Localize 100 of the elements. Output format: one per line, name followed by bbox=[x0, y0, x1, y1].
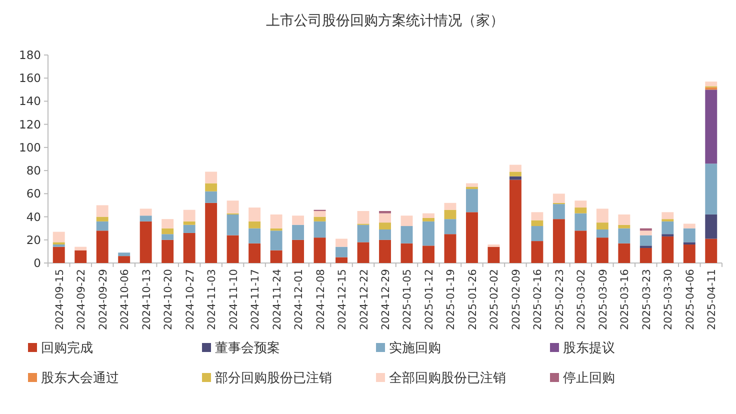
bar bbox=[183, 232, 196, 263]
bar bbox=[270, 230, 282, 250]
bar bbox=[226, 235, 239, 263]
bar bbox=[683, 228, 696, 242]
bar bbox=[226, 200, 239, 214]
x-tick-label: 2025-04-06 bbox=[684, 268, 696, 330]
bar bbox=[618, 228, 630, 244]
bar bbox=[379, 213, 391, 223]
bar bbox=[357, 242, 370, 263]
bar bbox=[422, 213, 434, 218]
bar bbox=[74, 246, 87, 250]
x-tick-label: 2024-10-06 bbox=[119, 268, 132, 330]
x-tick-label: 2024-12-08 bbox=[314, 269, 327, 330]
bar bbox=[292, 240, 304, 263]
legend-label: 停止回购 bbox=[563, 371, 615, 386]
x-tick-label: 2025-02-09 bbox=[510, 269, 522, 330]
x-tick-label: 2025-01-26 bbox=[466, 268, 479, 330]
legend-label: 股东提议 bbox=[563, 341, 615, 356]
x-tick-label: 2025-03-30 bbox=[662, 269, 675, 330]
y-tick-label: 160 bbox=[19, 71, 41, 86]
bar bbox=[248, 221, 261, 228]
bar bbox=[509, 164, 522, 172]
y-tick-label: 180 bbox=[19, 48, 41, 62]
x-tick-label: 2025-03-23 bbox=[640, 269, 653, 330]
bar bbox=[314, 211, 326, 217]
bar bbox=[705, 238, 718, 263]
bar bbox=[314, 238, 326, 263]
bar bbox=[140, 208, 152, 216]
bar bbox=[531, 220, 544, 226]
y-tick-label: 80 bbox=[26, 164, 41, 178]
x-tick-label: 2025-03-09 bbox=[597, 269, 610, 330]
bar bbox=[292, 216, 304, 225]
bar bbox=[400, 216, 413, 226]
bar bbox=[162, 219, 174, 228]
bar bbox=[357, 224, 370, 242]
bar bbox=[52, 242, 65, 245]
bar bbox=[205, 191, 218, 203]
x-tick-label: 2025-01-05 bbox=[402, 269, 414, 330]
legend-label: 全部回购股份已注销 bbox=[389, 371, 506, 386]
bar bbox=[183, 221, 196, 225]
bar bbox=[205, 183, 218, 192]
bar bbox=[205, 202, 218, 263]
x-tick-label: 2025-02-16 bbox=[532, 268, 544, 330]
bar bbox=[183, 210, 196, 222]
x-tick-label: 2025-01-19 bbox=[445, 269, 458, 330]
legend-label: 董事会预案 bbox=[215, 340, 280, 356]
bar bbox=[118, 256, 130, 263]
bar bbox=[248, 228, 261, 244]
bar bbox=[270, 250, 282, 263]
bar bbox=[574, 230, 587, 263]
bar bbox=[379, 229, 391, 240]
bar bbox=[596, 208, 608, 223]
x-tick-label: 2024-11-10 bbox=[228, 269, 240, 330]
bar bbox=[466, 186, 478, 190]
x-tick-label: 2024-12-22 bbox=[358, 269, 370, 330]
bar bbox=[336, 257, 348, 263]
bar bbox=[509, 176, 522, 180]
bar bbox=[683, 244, 696, 263]
bar bbox=[596, 229, 608, 238]
x-tick-label: 2025-01-12 bbox=[423, 269, 436, 330]
bar bbox=[314, 221, 326, 238]
x-tick-label: 2025-03-02 bbox=[576, 269, 588, 330]
legend-label: 部分回购股份已注销 bbox=[215, 371, 332, 386]
x-tick-label: 2025-02-23 bbox=[554, 269, 566, 330]
bar bbox=[705, 214, 718, 239]
x-tick-label: 2024-12-15 bbox=[336, 269, 349, 330]
bar bbox=[531, 241, 544, 263]
bar bbox=[162, 234, 174, 240]
bar bbox=[248, 243, 261, 263]
x-tick-label: 2024-10-27 bbox=[184, 269, 196, 330]
x-tick-label: 2025-02-02 bbox=[488, 269, 501, 330]
y-tick-label: 40 bbox=[26, 210, 41, 224]
bar bbox=[683, 224, 696, 228]
bar bbox=[509, 172, 522, 176]
bar bbox=[640, 248, 652, 263]
bar bbox=[336, 238, 348, 247]
y-tick-label: 140 bbox=[19, 94, 41, 108]
bar bbox=[683, 242, 696, 245]
x-tick-label: 2024-11-17 bbox=[250, 269, 262, 330]
x-tick-label: 2024-10-13 bbox=[140, 269, 153, 330]
bar bbox=[662, 236, 674, 263]
x-tick-label: 2024-10-20 bbox=[162, 269, 175, 330]
x-tick-label: 2024-12-29 bbox=[380, 269, 392, 330]
bar bbox=[466, 189, 478, 212]
bar bbox=[444, 219, 456, 234]
x-tick-label: 2025-03-16 bbox=[619, 268, 632, 330]
x-tick-label: 2024-09-15 bbox=[54, 269, 66, 330]
y-tick-label: 120 bbox=[19, 117, 41, 132]
bar bbox=[248, 208, 261, 222]
bar bbox=[96, 216, 108, 222]
bar bbox=[444, 210, 456, 220]
bar bbox=[379, 240, 391, 263]
bar bbox=[118, 252, 130, 256]
x-tick-label: 2025-04-11 bbox=[706, 269, 718, 330]
bar bbox=[183, 224, 196, 233]
bar bbox=[314, 216, 326, 222]
bar bbox=[292, 224, 304, 240]
x-tick-label: 2024-11-03 bbox=[206, 269, 218, 330]
bar bbox=[662, 212, 674, 220]
bar bbox=[205, 172, 218, 184]
